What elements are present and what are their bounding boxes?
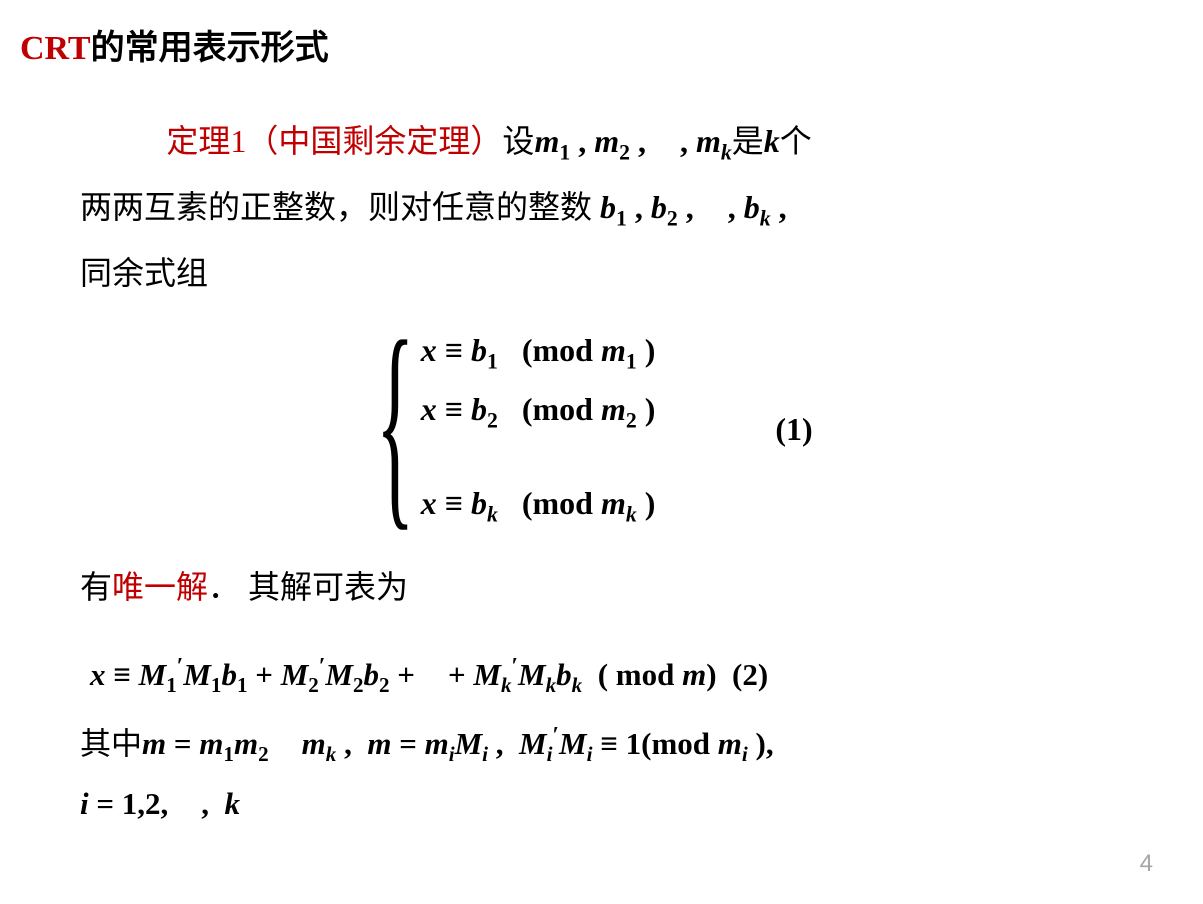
page-number: 4 [1140, 850, 1153, 878]
text-shi: 是 [732, 123, 764, 159]
equation-2: x ≡ b2 (mod m2 ) [421, 391, 656, 433]
slide-title: CRT的常用表示形式 [20, 20, 1163, 69]
where-clause: 其中m = m1m2 mk , m = miMi , Mi′Mi ≡ 1(mod… [80, 714, 1163, 833]
theorem-line-3: 同余式组 [80, 241, 1123, 305]
equation-1: x ≡ b1 (mod m1 ) [421, 332, 656, 374]
congruence-system: { x ≡ b1 (mod m1 ) x ≡ b2 (mod m2 ) x ≡ … [20, 315, 1163, 545]
equation-k: x ≡ bk (mod mk ) [421, 485, 656, 527]
m-sequence: m1 , m2 , , mk [534, 123, 731, 159]
left-brace: { [376, 307, 415, 537]
text-you: 有 [80, 569, 112, 605]
text-she: 设 [502, 123, 534, 159]
text-coprime: 两两互素的正整数，则对任意的整数 [80, 189, 600, 225]
text-qizhong: 其中 [80, 726, 142, 761]
text-solution-expr: 其解可表为 [248, 569, 408, 605]
where-line-1: 其中m = m1m2 mk , m = miMi , Mi′Mi ≡ 1(mod… [80, 714, 1163, 775]
theorem-line-1: 定理1（中国剩余定理）设m1 , m2 , , mk是k个 [80, 109, 1123, 175]
unique-solution-line: 有唯一解． 其解可表为 [80, 555, 1123, 619]
solution-formula: x ≡ M1′M1b1 + M2′M2b2 + + Mk′Mkbk ( mod … [90, 649, 1163, 698]
var-k: k [764, 123, 780, 159]
equation-number-1: (1) [775, 411, 812, 448]
where-line-2: i = 1,2, , k [80, 775, 1163, 834]
text-unique: 唯一解 [112, 569, 208, 605]
theorem-statement: 定理1（中国剩余定理）设m1 , m2 , , mk是k个 两两互素的正整数，则… [80, 109, 1123, 305]
text-period: ． [208, 569, 240, 605]
title-red: CRT [20, 30, 91, 67]
system-equations: x ≡ b1 (mod m1 ) x ≡ b2 (mod m2 ) x ≡ bk… [421, 324, 656, 535]
theorem-line-2: 两两互素的正整数，则对任意的整数 b1 , b2 , , bk , [80, 175, 1123, 241]
theorem-label: 定理1 [166, 123, 246, 159]
theorem-paren: （中国剩余定理） [246, 123, 502, 159]
slide: CRT的常用表示形式 定理1（中国剩余定理）设m1 , m2 , , mk是k个… [0, 0, 1203, 904]
text-ge: 个 [780, 123, 812, 159]
title-black: 的常用表示形式 [91, 30, 329, 67]
b-sequence: b1 , b2 , , bk , [600, 189, 787, 225]
equation-ellipsis [421, 441, 656, 477]
